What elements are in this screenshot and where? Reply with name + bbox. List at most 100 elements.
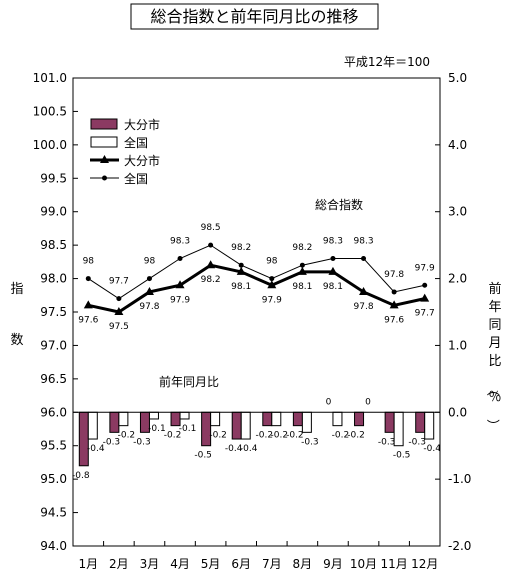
- line-data-label: 98.2: [201, 275, 221, 285]
- line-data-label: 98: [266, 257, 278, 267]
- point-national: [177, 256, 183, 262]
- line-data-label: 97.5: [109, 322, 129, 332]
- point-national: [361, 256, 367, 262]
- line-data-label: 97.8: [384, 270, 404, 280]
- bar-national: [393, 411, 404, 447]
- legend-swatch: [90, 118, 118, 130]
- point-national: [391, 289, 397, 295]
- bar-data-label: -0.4: [225, 444, 243, 454]
- point-national: [299, 262, 305, 268]
- bar-data-label: -0.2: [118, 431, 136, 441]
- legend-label: 大分市: [124, 117, 160, 132]
- bar-national: [87, 411, 98, 440]
- line-data-label: 97.7: [415, 309, 435, 319]
- left-axis: 94.0 94.5 95.0 95.5 96.0 96.5 97.0 97.5 98.0 98.5…: [33, 71, 78, 553]
- line-series: 97.6 97.5 97.8 97.9 98.2 98.1 97.9 98.1 98.1 97.8…: [78, 223, 435, 332]
- point-national: [146, 276, 152, 282]
- index-annotation: 総合指数: [315, 197, 363, 212]
- legend-label: 全国: [124, 171, 148, 186]
- bar-data-label: -0.3: [408, 437, 426, 447]
- title-box: [130, 3, 379, 30]
- line-data-label: 98: [83, 257, 95, 267]
- bar-national: [240, 411, 251, 440]
- left-axis-tick-label: 96.5: [40, 372, 67, 386]
- bar-data-label: -0.5: [194, 451, 212, 461]
- bar-national: [301, 411, 312, 433]
- right-axis-tick-label: 2.0: [448, 272, 467, 286]
- line-oita: [87, 263, 426, 314]
- yoy-annotation: 前年同月比: [159, 374, 219, 389]
- legend-label: 全国: [124, 135, 148, 150]
- bar-oita: [231, 411, 242, 440]
- left-axis-tick-label: 99.5: [40, 171, 67, 185]
- point-oita: [267, 280, 277, 289]
- point-oita: [389, 300, 399, 309]
- x-axis-tick-label: 9月: [323, 557, 343, 571]
- point-national: [116, 296, 122, 302]
- bar-national: [424, 411, 435, 440]
- left-axis-tick-label: 96.0: [40, 405, 67, 419]
- point-oita: [144, 286, 154, 295]
- left-axis-tick-label: 97.5: [40, 305, 67, 319]
- bar-data-label: -0.2: [332, 431, 350, 441]
- line-data-label: 97.8: [354, 302, 374, 312]
- bar-oita: [415, 411, 426, 433]
- bar-oita: [201, 411, 212, 447]
- line-data-label: 98.3: [323, 237, 343, 247]
- point-national: [269, 276, 275, 282]
- line-data-label: 97.8: [139, 302, 159, 312]
- line-data-label: 98.2: [292, 243, 312, 253]
- base-note: 平成12年＝100: [344, 55, 430, 69]
- line-data-label: 98: [144, 257, 156, 267]
- bar-oita: [262, 411, 273, 427]
- line-data-label: 98.2: [231, 243, 251, 253]
- right-axis-tick-label: 4.0: [448, 138, 467, 152]
- x-axis-tick-label: 3月: [140, 557, 160, 571]
- left-axis-tick-label: 94.5: [40, 506, 67, 520]
- bar-oita: [292, 411, 303, 427]
- legend-marker: [102, 175, 107, 181]
- left-axis-tick-label: 98.0: [40, 272, 67, 286]
- left-axis-label: 指数: [10, 282, 23, 348]
- bar-oita: [109, 411, 120, 433]
- right-axis-tick-label: 5.0: [448, 71, 467, 85]
- left-axis-tick-label: 94.0: [40, 539, 67, 553]
- x-axis-tick-label: 5月: [201, 557, 221, 571]
- right-axis: -2.0 -1.0 0.0 1.0 2.0 3.0 4.0 5.0: [435, 71, 471, 553]
- right-axis-tick-label: -1.0: [448, 472, 471, 486]
- x-axis-tick-label: 2月: [109, 557, 129, 571]
- bar-data-label: -0.2: [347, 431, 365, 441]
- line-data-label: 97.6: [78, 315, 98, 325]
- right-axis-label: 前年同月比（％）: [484, 281, 501, 432]
- bar-oita: [384, 411, 395, 433]
- x-axis: 1月 2月 3月 4月 5月 6月 7月 8月 9月 10月 11月 12月: [72, 541, 441, 571]
- line-data-label: 97.6: [384, 315, 404, 325]
- point-oita: [420, 293, 430, 302]
- x-axis-tick-label: 7月: [262, 557, 282, 571]
- bar-data-label: -0.3: [378, 437, 396, 447]
- legend-marker: [100, 155, 109, 163]
- point-national: [330, 256, 336, 262]
- line-data-label: 97.9: [262, 295, 282, 305]
- line-data-label: 98.1: [292, 282, 312, 292]
- point-national: [238, 262, 244, 268]
- left-axis-tick-label: 95.5: [40, 439, 67, 453]
- line-data-label: 98.1: [323, 282, 343, 292]
- left-axis-tick-label: 100.0: [33, 138, 67, 152]
- line-data-label: 98.5: [201, 223, 221, 233]
- right-axis-title: 前年同月比（％）: [484, 281, 501, 432]
- left-axis-tick-label: 98.5: [40, 238, 67, 252]
- right-axis-tick-label: 3.0: [448, 205, 467, 219]
- bar-data-label: -0.2: [271, 431, 289, 441]
- bar-data-label: -0.4: [87, 444, 105, 454]
- line-data-label: 97.9: [415, 263, 435, 273]
- bar-data-label: -0.4: [240, 444, 258, 454]
- x-axis-tick-label: 10月: [350, 557, 377, 571]
- bar-data-label: -0.3: [301, 437, 319, 447]
- bar-national: [332, 411, 343, 427]
- left-axis-tick-label: 100.5: [33, 104, 67, 118]
- line-data-label: 98.1: [231, 282, 251, 292]
- bar-national: [148, 411, 159, 420]
